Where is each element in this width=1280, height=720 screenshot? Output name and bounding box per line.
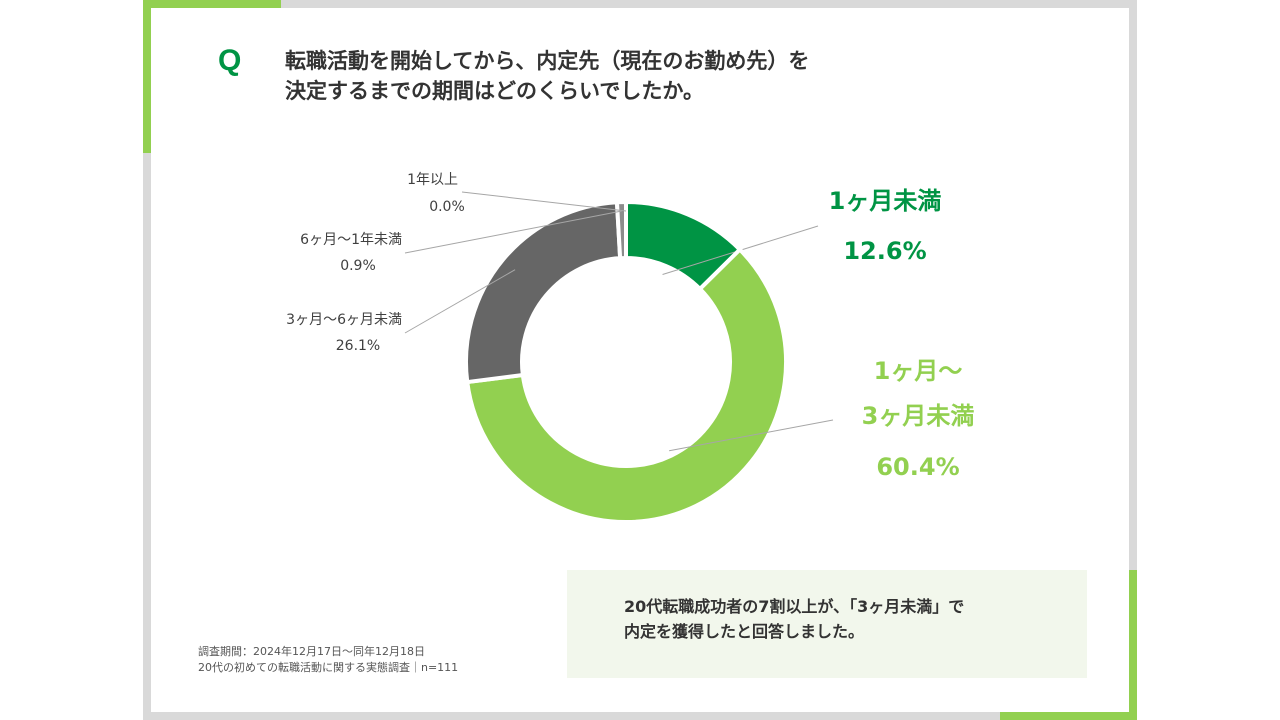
value-label-5: 0.0% <box>429 199 465 215</box>
leader-line-3 <box>404 269 516 334</box>
accent-bar-right <box>1129 570 1137 720</box>
donut-slice-2 <box>465 246 788 524</box>
survey-footnote: 調査期間：2024年12月17日〜同年12月18日 20代の初めての転職活動に関… <box>198 644 458 676</box>
survey-source: 20代の初めての転職活動に関する実態調査｜n=111 <box>198 661 459 674</box>
donut-slice-3 <box>464 200 623 385</box>
slide-frame <box>143 0 1137 720</box>
summary-callout: 20代転職成功者の7割以上が、「3ヶ月未満」で 内定を獲得したと回答しました。 <box>567 570 1087 678</box>
category-label-2: 1ヶ月〜 <box>874 357 963 385</box>
summary-line-2: 内定を獲得したと回答しました。 <box>624 622 865 641</box>
category-label-2-line-2: 3ヶ月未満 <box>862 402 975 430</box>
accent-bar-top-left <box>143 0 281 8</box>
category-label-5: 1年以上 <box>407 172 458 188</box>
value-label-2: 60.4% <box>876 453 959 481</box>
question-mark: Q <box>218 44 242 77</box>
value-label-3: 26.1% <box>336 338 380 354</box>
value-label-1: 12.6% <box>843 237 926 265</box>
donut-slice-4 <box>614 199 628 261</box>
summary-line-1: 20代転職成功者の7割以上が、「3ヶ月未満」で <box>624 597 965 616</box>
summary-text: 20代転職成功者の7割以上が、「3ヶ月未満」で 内定を獲得したと回答しました。 <box>624 594 1084 644</box>
survey-period: 調査期間：2024年12月17日〜同年12月18日 <box>198 645 425 658</box>
leader-line-2 <box>669 419 834 452</box>
leader-line-4 <box>404 210 622 254</box>
category-label-1: 1ヶ月未満 <box>829 187 942 215</box>
question-line-1: 転職活動を開始してから、内定先（現在のお勤め先）を <box>285 49 810 73</box>
question-line-2: 決定するまでの期間はどのくらいでしたか。 <box>285 79 704 103</box>
category-label-3: 3ヶ月〜6ヶ月未満 <box>286 312 402 328</box>
value-label-4: 0.9% <box>340 258 376 274</box>
accent-bar-bottom-right <box>1000 712 1137 720</box>
leader-line-5 <box>461 191 627 212</box>
category-label-4: 6ヶ月〜1年未満 <box>300 232 402 248</box>
accent-bar-left <box>143 0 151 153</box>
question-text: 転職活動を開始してから、内定先（現在のお勤め先）を 決定するまでの期間はどのくら… <box>285 46 1045 106</box>
